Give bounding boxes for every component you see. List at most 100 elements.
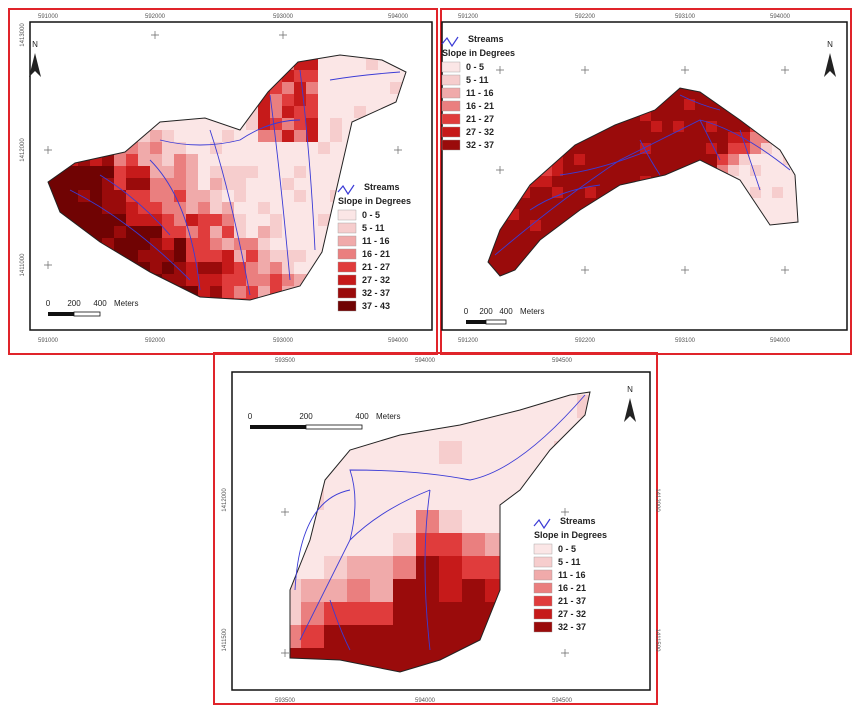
scale-label: 400 bbox=[93, 299, 107, 308]
slope-cell bbox=[126, 190, 139, 203]
slope-cell bbox=[162, 142, 175, 155]
scale-bar bbox=[466, 320, 486, 324]
slope-cell bbox=[439, 510, 463, 534]
slope-cell bbox=[138, 226, 151, 239]
slope-cell bbox=[439, 533, 463, 557]
coord-label: 593100 bbox=[675, 14, 696, 20]
slope-cell bbox=[416, 441, 440, 465]
legend-title: Slope in Degrees bbox=[338, 196, 411, 206]
slope-cell bbox=[222, 190, 235, 203]
slope-cell bbox=[282, 238, 295, 251]
north-label: N bbox=[32, 40, 38, 49]
legend-swatch bbox=[534, 609, 552, 619]
slope-cell bbox=[186, 190, 199, 203]
slope-cell bbox=[416, 533, 440, 557]
slope-cell bbox=[90, 214, 103, 227]
slope-cell bbox=[462, 464, 486, 488]
legend-swatch bbox=[338, 210, 356, 220]
slope-cell bbox=[258, 154, 271, 167]
slope-cell bbox=[462, 487, 486, 511]
slope-cell bbox=[294, 250, 307, 263]
slope-cell bbox=[150, 130, 163, 143]
slope-cell bbox=[301, 556, 325, 580]
slope-cell bbox=[222, 226, 235, 239]
legend-label: 27 - 32 bbox=[558, 609, 586, 619]
slope-cell bbox=[258, 250, 271, 263]
slope-cell bbox=[126, 178, 139, 191]
slope-cell bbox=[651, 110, 663, 122]
legend-swatch bbox=[442, 88, 460, 98]
slope-cell bbox=[354, 94, 367, 107]
slope-cell bbox=[150, 226, 163, 239]
slope-cell bbox=[270, 154, 283, 167]
north-label: N bbox=[627, 385, 633, 394]
scale-label: 0 bbox=[464, 307, 469, 316]
slope-cell bbox=[258, 262, 271, 275]
slope-cell bbox=[306, 214, 319, 227]
slope-cell bbox=[282, 154, 295, 167]
slope-cell bbox=[234, 154, 247, 167]
slope-cell bbox=[318, 94, 331, 107]
coord-label: 593000 bbox=[273, 338, 294, 344]
slope-cell bbox=[66, 178, 79, 191]
coord-label: 593000 bbox=[273, 14, 294, 20]
legend-streams: Streams bbox=[560, 516, 596, 526]
slope-cell bbox=[393, 464, 417, 488]
slope-cell bbox=[210, 202, 223, 215]
slope-cell bbox=[210, 178, 223, 191]
slope-cell bbox=[640, 132, 652, 144]
slope-cell bbox=[717, 132, 729, 144]
coord-label: 1411000 bbox=[20, 253, 26, 277]
slope-cell bbox=[673, 110, 685, 122]
slope-cell bbox=[347, 510, 371, 534]
slope-cell bbox=[695, 99, 707, 111]
legend-label: 37 - 43 bbox=[362, 301, 390, 311]
slope-cell bbox=[684, 99, 696, 111]
slope-cell bbox=[150, 190, 163, 203]
scale-unit: Meters bbox=[520, 307, 544, 316]
slope-cell bbox=[318, 106, 331, 119]
slope-cell bbox=[282, 178, 295, 191]
slope-cell bbox=[258, 202, 271, 215]
slope-cell bbox=[234, 142, 247, 155]
slope-cell bbox=[370, 602, 394, 626]
slope-cell bbox=[270, 262, 283, 275]
slope-cell bbox=[126, 202, 139, 215]
legend-swatch bbox=[442, 114, 460, 124]
slope-cell bbox=[138, 250, 151, 263]
slope-cell bbox=[306, 94, 319, 107]
slope-cell bbox=[270, 202, 283, 215]
legend-label: 0 - 5 bbox=[558, 544, 576, 554]
slope-cell bbox=[378, 82, 391, 95]
slope-cell bbox=[138, 190, 151, 203]
slope-cell bbox=[210, 286, 223, 299]
coord-label: 1411500 bbox=[222, 628, 228, 652]
slope-cell bbox=[772, 209, 784, 221]
slope-cell bbox=[174, 250, 187, 263]
slope-cell bbox=[783, 187, 795, 199]
slope-cell bbox=[673, 132, 685, 144]
slope-cell bbox=[596, 143, 608, 155]
legend-label: 16 - 21 bbox=[466, 101, 494, 111]
slope-cell bbox=[783, 198, 795, 210]
slope-cell bbox=[54, 178, 67, 191]
slope-cell bbox=[198, 214, 211, 227]
slope-cell bbox=[462, 441, 486, 465]
slope-cell bbox=[324, 487, 348, 511]
legend-streams: Streams bbox=[468, 34, 504, 44]
slope-cell bbox=[258, 142, 271, 155]
slope-cell bbox=[186, 250, 199, 263]
slope-cell bbox=[783, 176, 795, 188]
slope-cell bbox=[306, 238, 319, 251]
slope-cell bbox=[618, 143, 630, 155]
slope-cell bbox=[508, 220, 520, 232]
slope-cell bbox=[186, 130, 199, 143]
slope-cell bbox=[485, 418, 509, 442]
slope-cell bbox=[761, 165, 773, 177]
slope-cell bbox=[270, 238, 283, 251]
slope-cell bbox=[162, 178, 175, 191]
slope-cell bbox=[541, 220, 553, 232]
slope-cell bbox=[234, 202, 247, 215]
slope-cell bbox=[306, 166, 319, 179]
slope-cell bbox=[234, 250, 247, 263]
